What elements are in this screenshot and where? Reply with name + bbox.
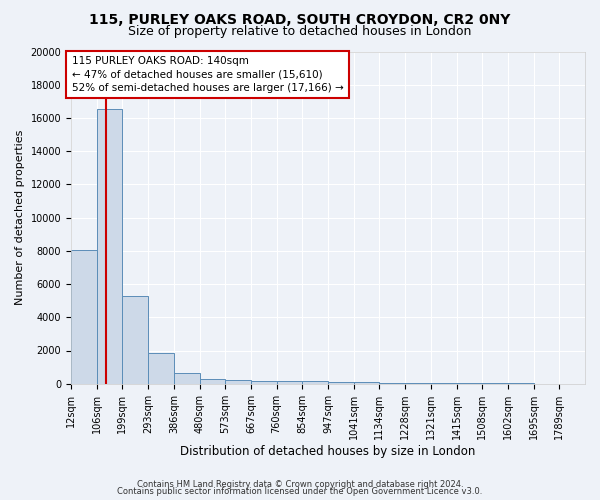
Bar [302,382,328,384]
Text: Contains public sector information licensed under the Open Government Licence v3: Contains public sector information licen… [118,487,482,496]
Bar [328,382,354,384]
Bar [405,383,431,384]
Bar [97,109,122,384]
Text: Size of property relative to detached houses in London: Size of property relative to detached ho… [128,24,472,38]
Text: Contains HM Land Registry data © Crown copyright and database right 2024.: Contains HM Land Registry data © Crown c… [137,480,463,489]
Bar [431,383,457,384]
Y-axis label: Number of detached properties: Number of detached properties [15,130,25,306]
Bar [71,250,97,384]
Bar [277,381,302,384]
Bar [148,353,174,384]
Bar [251,380,277,384]
Bar [225,380,251,384]
Bar [354,382,379,384]
Bar [379,383,405,384]
Bar [200,378,225,384]
Text: 115, PURLEY OAKS ROAD, SOUTH CROYDON, CR2 0NY: 115, PURLEY OAKS ROAD, SOUTH CROYDON, CR… [89,12,511,26]
Text: 115 PURLEY OAKS ROAD: 140sqm
← 47% of detached houses are smaller (15,610)
52% o: 115 PURLEY OAKS ROAD: 140sqm ← 47% of de… [71,56,343,93]
X-axis label: Distribution of detached houses by size in London: Distribution of detached houses by size … [181,444,476,458]
Bar [122,296,148,384]
Bar [174,373,200,384]
